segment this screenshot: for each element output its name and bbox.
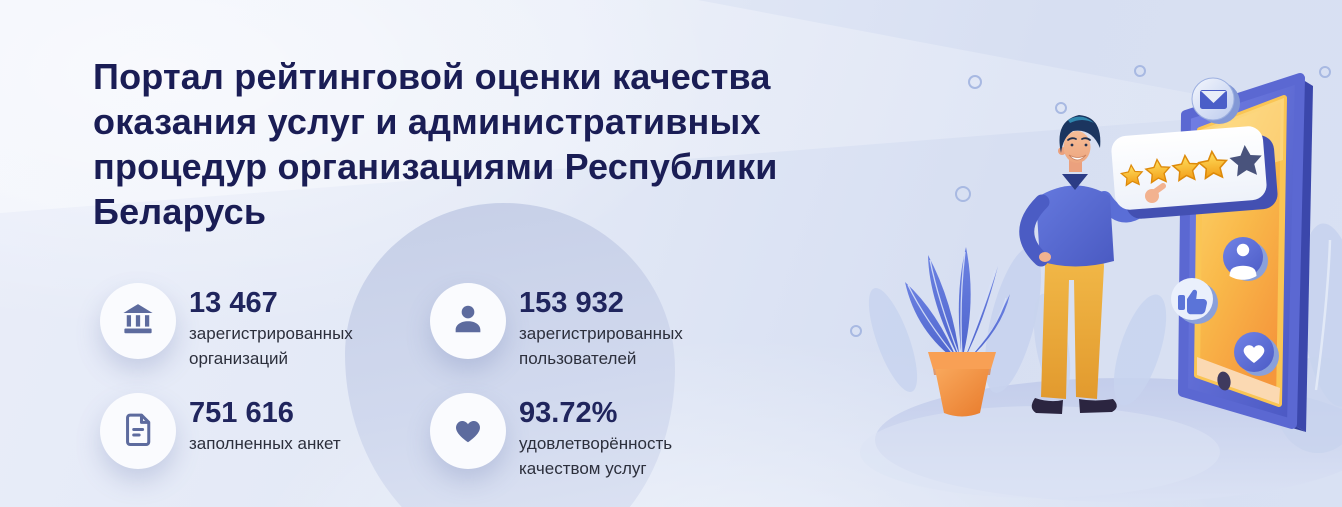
stat-label: зарегистрированных организаций [189, 324, 353, 368]
page-title: Портал рейтинговой оценки качества оказа… [93, 54, 778, 234]
stat-icon-circle [430, 393, 506, 469]
thumbs-up-icon [1178, 289, 1207, 315]
envelope-icon [1200, 90, 1227, 109]
title-line: Портал рейтинговой оценки качества [93, 56, 771, 98]
heart-badge [1234, 332, 1279, 376]
title-line: процедур организациями Республики [93, 146, 778, 188]
stat-text: 153 932 зарегистрированных пользователей [519, 283, 737, 371]
potted-plant [905, 247, 1010, 417]
bank-icon [119, 300, 157, 343]
stat-value: 153 932 [519, 287, 624, 319]
stat-icon-circle [100, 393, 176, 469]
stat-value: 93.72% [519, 397, 618, 429]
user-icon [1229, 243, 1257, 280]
stat-label: заполненных анкет [189, 434, 341, 453]
stat-satisfaction: 93.72% удовлетворённость качеством услуг [430, 393, 737, 481]
hero-illustration [850, 65, 1342, 502]
home-button [1217, 371, 1231, 391]
stat-completed-questionnaires: 751 616 заполненных анкет [100, 393, 341, 469]
stat-text: 751 616 заполненных анкет [189, 393, 341, 469]
stat-icon-circle [100, 283, 176, 359]
user-icon [449, 300, 487, 343]
heart-icon [449, 410, 487, 453]
user-badge [1223, 237, 1268, 281]
heart-icon [1243, 345, 1265, 363]
document-icon [119, 410, 157, 453]
stat-label: зарегистрированных пользователей [519, 324, 683, 368]
stat-icon-circle [430, 283, 506, 359]
phone-bottom-strip [1197, 357, 1280, 404]
rating-card [1111, 126, 1278, 219]
stat-value: 13 467 [189, 287, 278, 319]
stat-value: 751 616 [189, 397, 294, 429]
stat-text: 93.72% удовлетворённость качеством услуг [519, 393, 737, 481]
stat-registered-organizations: 13 467 зарегистрированных организаций [100, 283, 407, 371]
stat-registered-users: 153 932 зарегистрированных пользователей [430, 283, 737, 371]
stat-text: 13 467 зарегистрированных организаций [189, 283, 407, 371]
title-line: оказания услуг и административных [93, 101, 761, 143]
thumbs-up-badge [1171, 278, 1218, 324]
title-line: Беларусь [93, 191, 267, 233]
stat-label: удовлетворённость качеством услуг [519, 434, 673, 478]
